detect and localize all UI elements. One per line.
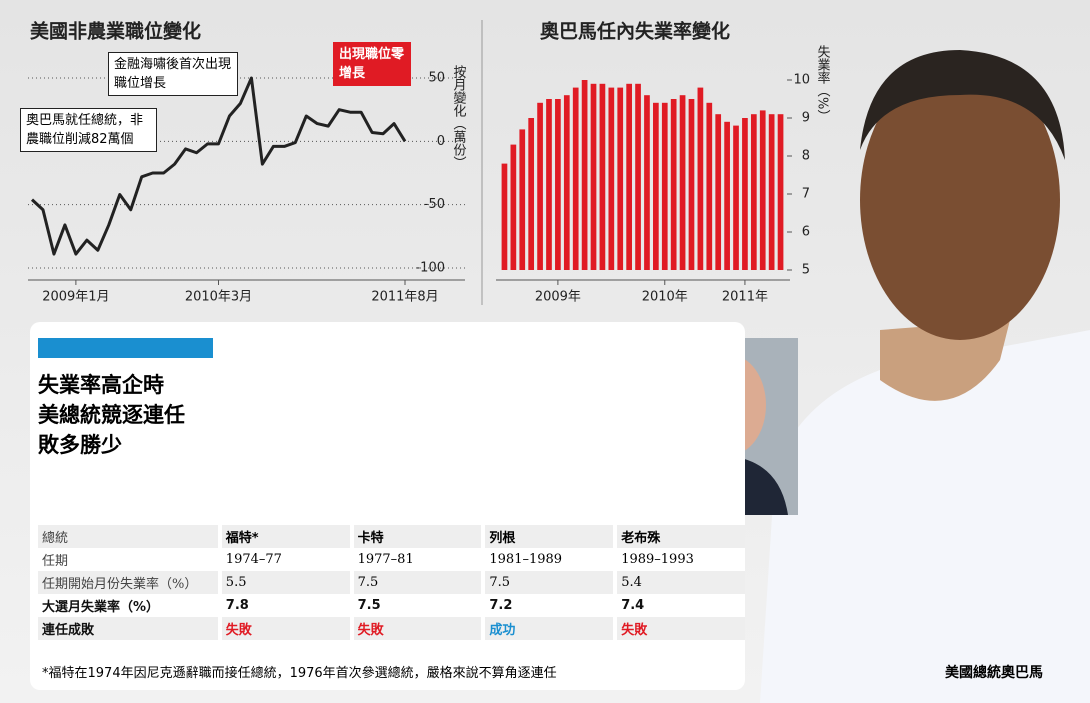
- table-cell: 5.5: [217, 571, 352, 594]
- table-row: 大選月失業率（%） 7.8 7.5 7.2 7.4: [38, 594, 745, 617]
- bar: [626, 83, 632, 270]
- table-cell: 大選月失業率（%）: [42, 600, 160, 615]
- bar: [733, 125, 739, 270]
- bar: [777, 114, 784, 270]
- bar: [572, 87, 579, 270]
- footnote: *福特在1974年因尼克遜辭職而接任總統，1976年首次參選總統，嚴格來說不算角…: [42, 666, 557, 681]
- bar: [528, 118, 535, 270]
- table-row: 任期 1974–77 1977–81 1981–1989 1989–1993: [38, 548, 745, 571]
- x-tick-label: 2010年: [642, 290, 688, 305]
- table-row: 連任成敗 失敗 失敗 成功 失敗: [38, 617, 745, 640]
- table-row: 任期開始月份失業率（%） 5.5 7.5 7.5 5.4: [38, 571, 745, 594]
- bar: [590, 83, 597, 270]
- table-cell: 福特*: [217, 525, 352, 548]
- line-series: [30, 76, 407, 256]
- y-tick-label: -100: [415, 261, 445, 276]
- bar: [670, 99, 677, 270]
- table-cell: 1981–1989: [481, 548, 616, 571]
- y-tick-label: 8: [802, 149, 810, 164]
- bar: [742, 118, 748, 270]
- table-cell: 7.5: [481, 571, 616, 594]
- bar: [546, 99, 552, 270]
- table-cell: 1974–77: [217, 548, 352, 571]
- y-axis-label: 按月變化（萬份）: [451, 65, 467, 169]
- bar: [501, 163, 508, 270]
- y-tick-label: 6: [802, 225, 810, 240]
- headline-line: 失業率高企時: [38, 373, 164, 397]
- bar: [697, 87, 704, 270]
- x-tick-label: 2010年3月: [185, 290, 252, 305]
- y-tick-label: -50: [424, 197, 445, 212]
- y-tick-label: 5: [802, 263, 810, 278]
- bar: [653, 102, 659, 270]
- table-cell: 連任成敗: [38, 617, 220, 640]
- accent-bar: [38, 338, 213, 358]
- bar: [519, 129, 526, 270]
- headline-line: 美總統競逐連任: [38, 403, 185, 427]
- table: 總統 福特* 卡特 列根 老布殊任期 1974–77 1977–81 1981–1989 198…: [38, 525, 745, 640]
- bar: [661, 102, 668, 270]
- table-cell: 任期開始月份失業率（%）: [38, 571, 220, 594]
- y-tick-label: 9: [802, 111, 810, 126]
- y-axis-label: 失業率（%）: [815, 45, 831, 122]
- headline: 失業率高企時 美總統競逐連任 敗多勝少: [38, 370, 185, 460]
- comparison-panel: 失業率高企時 美總統競逐連任 敗多勝少 總統 福特* 卡特 列根 老布殊 任期 1974–77 1…: [30, 322, 745, 690]
- table-cell: 列根: [481, 525, 616, 548]
- table-cell: 失敗: [349, 617, 484, 640]
- table-cell: 7.8: [217, 594, 352, 617]
- bar: [581, 80, 588, 270]
- x-tick-label: 2009年1月: [42, 290, 109, 305]
- bar: [635, 83, 641, 270]
- table-cell: 失敗: [217, 617, 352, 640]
- x-tick-label: 2011年: [722, 290, 768, 305]
- headline-line: 敗多勝少: [38, 433, 122, 457]
- bar: [750, 114, 757, 270]
- annotation: 奧巴馬就任總統，非農職位削減82萬個: [20, 108, 157, 152]
- bar: [688, 99, 695, 270]
- x-tick-label: 2011年8月: [371, 290, 438, 305]
- y-tick-label: 7: [802, 187, 810, 202]
- bar: [599, 83, 606, 270]
- y-tick-label: 10: [793, 73, 810, 88]
- chart-title: 美國非農業職位變化: [30, 20, 201, 43]
- table-cell: 總統: [38, 525, 220, 548]
- chart-title: 奧巴馬任內失業率變化: [540, 20, 730, 43]
- table-row: 總統 福特* 卡特 列根 老布殊: [38, 525, 745, 548]
- bar: [555, 99, 561, 270]
- table-cell: 7.5: [349, 594, 484, 617]
- bar: [608, 87, 615, 270]
- photo-caption: 美國總統奧巴馬: [945, 665, 1043, 681]
- annotation: 出現職位零增長: [333, 42, 411, 86]
- obama-photo: [760, 50, 1090, 703]
- bar: [617, 87, 624, 270]
- annotation: 金融海嘯後首次出現職位增長: [108, 52, 238, 96]
- bar: [537, 102, 543, 270]
- bar: [759, 110, 766, 271]
- bar: [510, 144, 517, 270]
- table-cell: 5.4: [613, 571, 745, 594]
- table-cell: 任期: [42, 554, 69, 569]
- x-tick-label: 2009年: [535, 290, 581, 305]
- table-cell: 7.5: [349, 571, 484, 594]
- table-cell: 老布殊: [613, 525, 745, 548]
- table-cell: 7.2: [481, 594, 616, 617]
- bar: [563, 95, 570, 270]
- bar: [715, 114, 722, 270]
- bar: [724, 121, 730, 270]
- bar: [706, 102, 713, 270]
- bar: [768, 114, 775, 270]
- table-cell: 成功: [481, 617, 616, 640]
- table-cell: 1977–81: [349, 548, 484, 571]
- table-cell: 1989–1993: [613, 548, 745, 571]
- bar: [679, 95, 686, 270]
- bar: [644, 95, 650, 270]
- table-cell: 失敗: [613, 617, 745, 640]
- table-cell: 卡特: [349, 525, 484, 548]
- table-cell: 7.4: [613, 594, 745, 617]
